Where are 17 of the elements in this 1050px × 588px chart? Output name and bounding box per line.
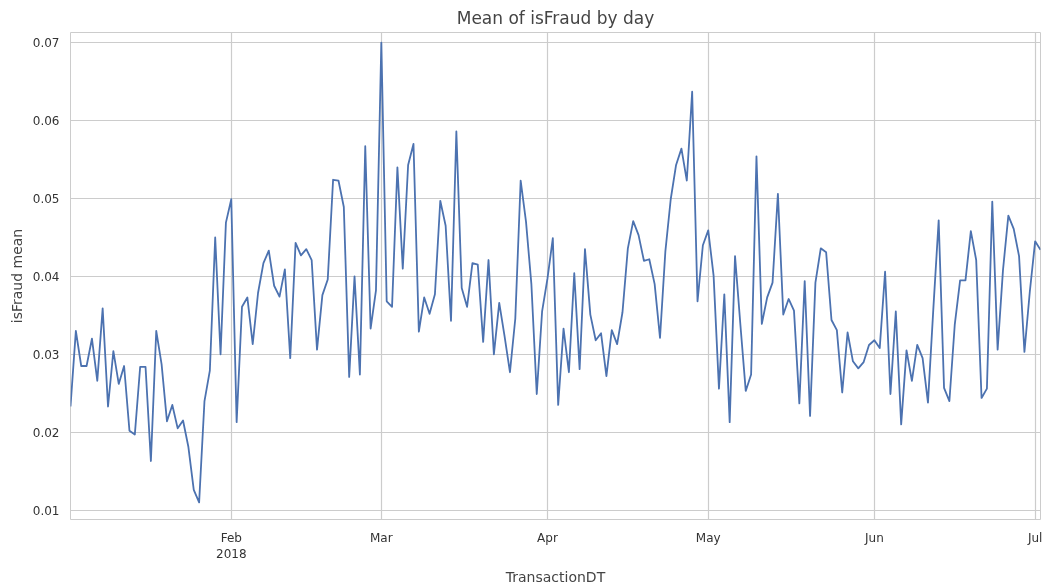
- x-tick-label: Jun: [863, 530, 884, 545]
- x-tick-label: Mar: [370, 530, 393, 545]
- y-tick-label: 0.02: [32, 425, 60, 440]
- x-axis-title: TransactionDT: [504, 569, 606, 586]
- x-tick-label: May: [695, 530, 721, 545]
- line-series: [70, 41, 1041, 504]
- y-tick-label: 0.03: [32, 347, 60, 362]
- x-tick-label: Apr: [537, 530, 558, 545]
- y-tick-label: 0.05: [32, 191, 60, 206]
- x-tick-label: Jul: [1026, 530, 1043, 545]
- y-axis-title: isFraud mean: [8, 228, 25, 324]
- y-tick-label: 0.04: [32, 269, 60, 284]
- chart-title: Mean of isFraud by day: [456, 7, 655, 28]
- x-tick-label: Feb 2018: [216, 530, 247, 562]
- y-tick-label: 0.06: [32, 114, 60, 129]
- y-tick-label: 0.01: [32, 503, 60, 518]
- y-tick-label: 0.07: [32, 36, 60, 51]
